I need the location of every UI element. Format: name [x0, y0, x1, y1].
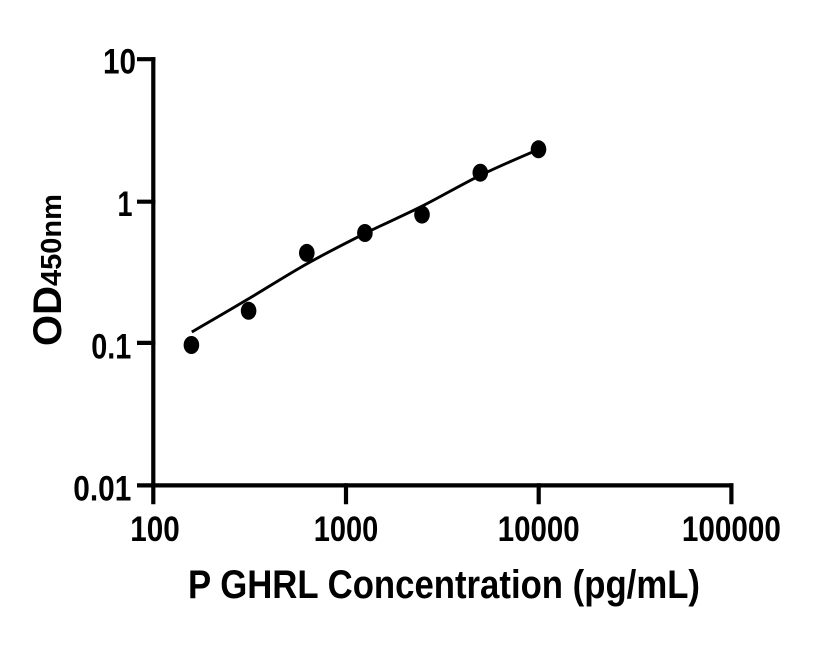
svg-text:0.1: 0.1	[91, 327, 131, 366]
svg-text:10000: 10000	[498, 510, 580, 549]
svg-text:1000: 1000	[314, 510, 379, 549]
svg-text:P GHRL Concentration (pg/mL): P GHRL Concentration (pg/mL)	[188, 563, 700, 607]
svg-text:100: 100	[130, 510, 180, 549]
svg-text:100000: 100000	[682, 510, 781, 549]
svg-text:0.01: 0.01	[73, 470, 131, 509]
svg-text:1: 1	[118, 185, 133, 224]
svg-text:10: 10	[103, 42, 136, 81]
svg-text:OD450nm: OD450nm	[26, 194, 70, 346]
